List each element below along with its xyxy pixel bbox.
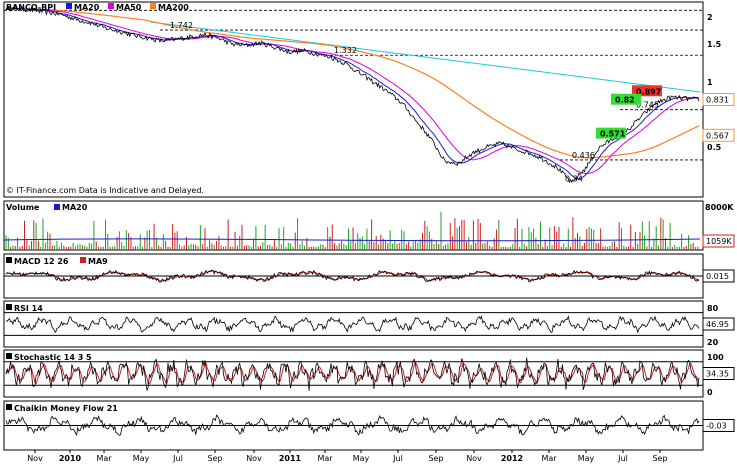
level-label: 1.742	[170, 21, 193, 30]
x-tick-label: 2012	[501, 454, 523, 463]
legend-entry: RSI 14	[14, 304, 43, 313]
price-line	[5, 5, 700, 184]
right-value-box	[702, 367, 735, 380]
y-tick-label: 80	[707, 304, 719, 313]
level-label: 0.745	[636, 101, 659, 110]
x-tick-label: 2010	[59, 454, 82, 463]
right-value-label: 34.35	[706, 370, 729, 379]
volume-ma-line	[3, 238, 701, 242]
y-tick-label: 100	[707, 353, 724, 362]
level-label: 1.332	[334, 46, 357, 55]
oscillator-line	[5, 414, 700, 437]
price-box	[632, 85, 662, 97]
x-tick-label: Mar	[317, 454, 333, 463]
y-tick-label: 8000K	[705, 203, 734, 212]
legend-swatch	[6, 404, 12, 410]
right-value-box	[702, 419, 735, 432]
right-value-label: -0.03	[706, 422, 727, 431]
right-value-box	[702, 234, 735, 248]
legend-swatch	[66, 3, 72, 9]
legend-entry: MA20	[74, 3, 100, 12]
ma200-line	[5, 6, 700, 159]
pane-frame-stoch	[3, 349, 704, 398]
level-label: 0.436	[572, 151, 595, 160]
legend-swatch	[150, 3, 156, 9]
price-box-label: 0.82	[615, 96, 635, 105]
price-box	[611, 93, 641, 105]
x-tick-label: Nov	[246, 454, 262, 463]
legend-swatch	[80, 257, 86, 263]
right-value-box	[702, 269, 735, 283]
legend-entry: Chaikin Money Flow 21	[14, 404, 118, 413]
right-value-label: 0.015	[706, 272, 729, 281]
legend-symbol: BANCO-BPI	[6, 3, 56, 12]
legend-swatch	[54, 204, 60, 210]
y-tick-label: 2	[707, 13, 713, 22]
level-label: 0.34	[565, 174, 583, 183]
y-tick-label: 0.5	[707, 143, 722, 152]
legend-entry: Stochastic 14 3 5	[14, 353, 92, 362]
right-value-label: 0.567	[706, 131, 729, 140]
y-tick-label: 20	[707, 338, 719, 347]
right-value-label: 1059K	[706, 237, 732, 246]
legend-entry: MA200	[158, 3, 189, 12]
x-tick-label: Sep	[652, 454, 667, 463]
right-value-box	[702, 317, 735, 331]
legend-entry: MA50	[116, 3, 142, 12]
oscillator-line	[5, 315, 700, 334]
legend-entry: Volume	[6, 203, 40, 212]
legend-entry: MA9	[88, 257, 108, 266]
trend-line	[149, 21, 701, 93]
pane-frame-price	[3, 1, 704, 198]
x-tick-label: Mar	[541, 454, 557, 463]
legend-entry: MA20	[62, 203, 88, 212]
x-tick-label: May	[578, 454, 595, 463]
price-box	[596, 127, 626, 139]
x-tick-label: Nov	[27, 454, 43, 463]
right-value-label: 0.831	[706, 95, 729, 104]
price-box-label: 0.571	[600, 130, 626, 139]
x-tick-label: 2011	[279, 454, 302, 463]
legend-swatch	[6, 257, 12, 263]
y-tick-label: 1.5	[707, 40, 722, 49]
legend-entry: MACD 12 26	[14, 257, 69, 266]
watermark-text: © IT-Finance.com Data is Indicative and …	[6, 186, 204, 195]
right-value-label: 46.95	[706, 320, 729, 329]
ma20-line	[5, 6, 700, 180]
x-tick-label: Mar	[96, 454, 112, 463]
x-tick-label: Nov	[466, 454, 482, 463]
legend-swatch	[108, 3, 114, 9]
x-tick-label: Sep	[207, 454, 222, 463]
y-tick-label: 0	[707, 388, 713, 397]
x-tick-label: Sep	[428, 454, 443, 463]
price-box-label: 0.897	[636, 87, 661, 96]
oscillator-line	[5, 269, 700, 283]
x-tick-label: Jul	[172, 454, 183, 463]
x-tick-label: May	[133, 454, 150, 463]
right-value-box	[702, 128, 735, 142]
legend-swatch	[6, 353, 12, 359]
x-tick-label: May	[353, 454, 370, 463]
y-tick-label: 1	[707, 78, 713, 87]
right-value-box	[702, 92, 735, 106]
ma50-line	[5, 6, 700, 175]
x-tick-label: Jul	[392, 454, 403, 463]
legend-swatch	[6, 304, 12, 310]
x-tick-label: Jul	[617, 454, 628, 463]
pane-frame-rsi	[3, 300, 704, 348]
oscillator-line	[5, 357, 700, 391]
